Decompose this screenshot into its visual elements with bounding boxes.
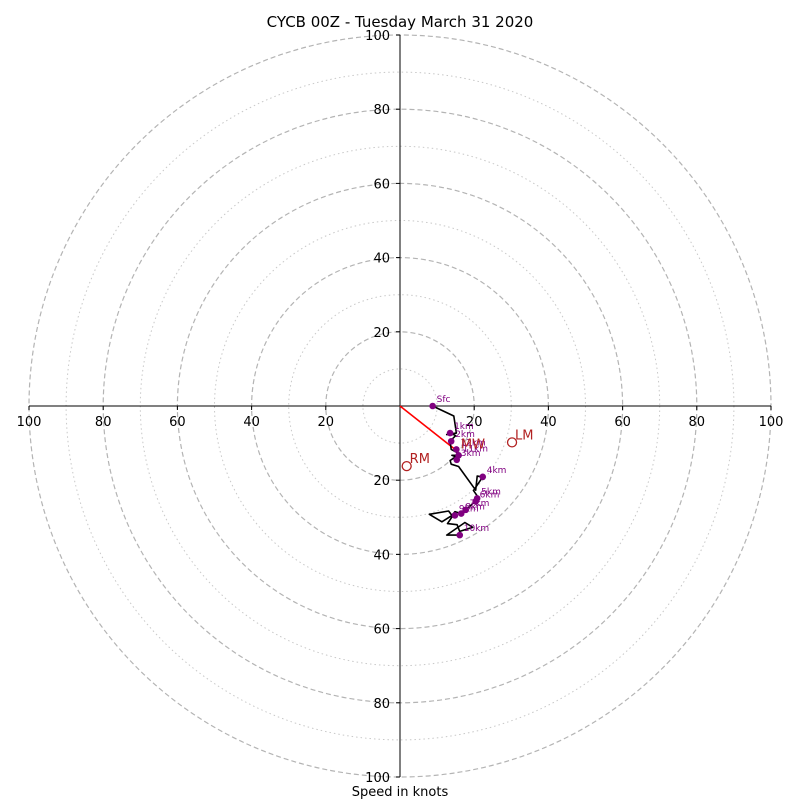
- height-label: 4km: [487, 466, 507, 476]
- storm-label-rm: RM: [410, 452, 430, 467]
- y-tick-label: 80: [373, 103, 390, 118]
- height-label: 6km: [480, 490, 500, 500]
- y-tick-label: 20: [373, 326, 390, 341]
- shear-vector-line: [399, 405, 459, 453]
- x-tick-label: 80: [95, 415, 112, 430]
- height-label: 8km: [465, 503, 485, 513]
- height-label: 3km: [461, 449, 481, 459]
- height-label: 12km: [460, 438, 485, 448]
- height-label: 7km: [470, 499, 490, 509]
- height-point: [451, 512, 459, 519]
- height-point: [446, 429, 454, 437]
- y-tick-label: 40: [373, 252, 390, 267]
- x-tick-label: 40: [243, 415, 260, 430]
- height-label: 1km: [454, 422, 474, 432]
- x-tick-label: 60: [169, 415, 186, 430]
- y-tick-label: 100: [365, 771, 390, 786]
- x-tick-label: 60: [614, 415, 631, 430]
- y-tick-label: 20: [373, 474, 390, 489]
- height-point: [457, 510, 465, 517]
- x-tick-label: 100: [17, 415, 42, 430]
- x-tick-label: 20: [466, 415, 483, 430]
- storm-label-lm: LM: [515, 428, 533, 443]
- shear-vector: [399, 405, 459, 453]
- height-point: [479, 473, 487, 481]
- height-point: [447, 437, 455, 445]
- y-tick-label: 100: [365, 29, 390, 44]
- chart-title: CYCB 00Z - Tuesday March 31 2020: [267, 13, 534, 31]
- height-label: 2km: [455, 430, 475, 440]
- storm-label-mw: MW: [461, 438, 485, 453]
- storm-motion-markers: RM LM MW: [401, 428, 534, 472]
- height-label: 11km: [463, 444, 488, 454]
- height-point: [472, 498, 479, 505]
- storm-point-rm: [401, 460, 412, 472]
- x-tick-label: 20: [318, 415, 335, 430]
- x-tick-label: 100: [759, 415, 784, 430]
- y-tick-label: 60: [373, 177, 390, 192]
- height-point: [456, 531, 464, 539]
- height-label: 5km: [481, 487, 501, 497]
- height-point: [462, 506, 469, 514]
- y-tick-label: 40: [373, 548, 390, 563]
- height-point: [429, 402, 436, 410]
- y-tick-label: 80: [373, 697, 390, 712]
- x-tick-label: 40: [540, 415, 557, 430]
- height-label: Sfc: [437, 395, 451, 405]
- height-point: [455, 452, 462, 459]
- storm-point-lm: [506, 437, 518, 448]
- height-label: 10km: [464, 524, 489, 534]
- height-point: [453, 446, 460, 453]
- height-label: 9km: [459, 504, 479, 514]
- tick-labels: 100 80 60 40 20 20 40 60 80 100 100 80 60 40 20 20 40 60 8…: [17, 29, 784, 786]
- x-tick-label: 80: [689, 415, 706, 430]
- y-tick-label: 60: [373, 623, 390, 638]
- x-axis-label: Speed in knots: [352, 785, 449, 800]
